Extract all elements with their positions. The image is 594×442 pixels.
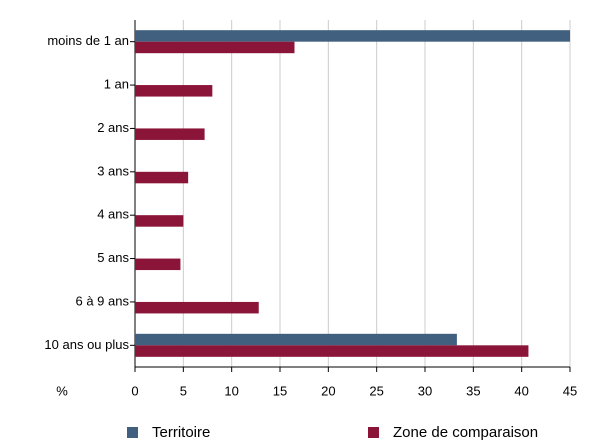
y-tick-label: 10 ans ou plus — [44, 337, 129, 352]
bar — [135, 215, 184, 227]
bar — [135, 345, 529, 357]
bar — [135, 85, 213, 97]
y-tick-label: 1 an — [104, 77, 129, 92]
legend-swatch — [368, 427, 379, 438]
y-tick-label: 4 ans — [97, 207, 129, 222]
y-tick-label: moins de 1 an — [47, 33, 129, 48]
bar — [135, 41, 295, 54]
x-tick-label: 40 — [514, 383, 528, 398]
legend-swatch — [127, 427, 138, 438]
axis-label: % — [56, 383, 68, 398]
x-tick-label: 0 — [131, 383, 138, 398]
bar — [135, 258, 181, 271]
bar — [135, 301, 259, 314]
y-tick-label: 6 à 9 ans — [76, 293, 130, 308]
x-tick-label: 45 — [563, 383, 577, 398]
legend-label: Zone de comparaison — [393, 424, 538, 441]
bar — [135, 128, 205, 140]
bar — [135, 30, 570, 42]
bar — [135, 171, 189, 184]
y-tick-label: 3 ans — [97, 163, 129, 178]
legend-label: Territoire — [152, 424, 210, 441]
x-tick-label: 35 — [466, 383, 480, 398]
x-tick-label: 20 — [321, 383, 335, 398]
y-tick-label: 5 ans — [97, 250, 129, 265]
y-tick-label: 2 ans — [97, 120, 129, 135]
x-tick-label: 10 — [224, 383, 238, 398]
x-tick-label: 5 — [180, 383, 187, 398]
x-tick-label: 15 — [273, 383, 287, 398]
x-tick-label: 30 — [418, 383, 432, 398]
bar — [135, 333, 457, 346]
x-tick-label: 25 — [369, 383, 383, 398]
